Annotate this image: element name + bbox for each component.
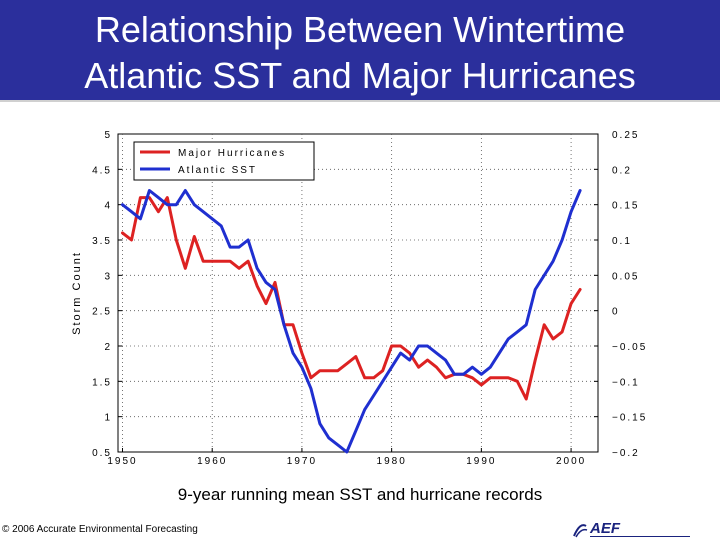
logo-swoosh-icon — [573, 524, 588, 538]
y2-tick-label: 0.25 — [612, 130, 639, 141]
legend-label: Major Hurricanes — [178, 148, 286, 159]
y2-tick-label: 0.2 — [612, 165, 632, 176]
y-tick-label: 4 — [104, 201, 112, 212]
y2-tick-label: 0.1 — [612, 236, 632, 247]
copyright-footer: © 2006 Accurate Environmental Forecastin… — [2, 524, 198, 535]
y-tick-label: 5 — [104, 130, 112, 141]
aef-logo: AEF — [572, 520, 692, 540]
y-tick-label: 3.5 — [92, 236, 112, 247]
x-tick-label: 1970 — [287, 456, 317, 467]
chart-caption: 9-year running mean SST and hurricane re… — [177, 485, 543, 504]
y2-tick-label: 0.15 — [612, 201, 639, 212]
series-line-atlantic-sst — [121, 189, 582, 454]
title-banner: Relationship Between Wintertime Atlantic… — [0, 0, 720, 102]
logo-underline — [590, 536, 690, 537]
y2-tick-label: −0.1 — [612, 377, 640, 388]
y-tick-label: 0.5 — [92, 448, 112, 459]
slide-title-line1: Relationship Between Wintertime — [94, 9, 626, 50]
y2-tick-label: −0.15 — [612, 413, 647, 424]
y2-tick-label: 0 — [612, 307, 620, 318]
y-tick-label: 1 — [104, 413, 112, 424]
y-tick-label: 3 — [104, 271, 112, 282]
y-tick-label: 2.5 — [92, 307, 112, 318]
y-tick-label: 4.5 — [92, 165, 112, 176]
y2-tick-label: 0.05 — [612, 271, 639, 282]
y2-tick-label: −0.05 — [612, 342, 647, 353]
series-line-major-hurricanes — [121, 196, 582, 401]
y-axis-label: Storm Count — [71, 251, 83, 335]
legend-box — [133, 141, 315, 181]
x-tick-label: 1980 — [377, 456, 407, 467]
x-tick-label: 1990 — [466, 456, 496, 467]
y-tick-label: 2 — [104, 342, 112, 353]
y2-tick-label: −0.2 — [612, 448, 640, 459]
x-tick-label: 1960 — [197, 456, 227, 467]
logo-text: AEF — [590, 520, 620, 537]
x-tick-label: 2000 — [556, 456, 586, 467]
y-tick-label: 1.5 — [92, 377, 112, 388]
x-tick-label: 1950 — [107, 456, 137, 467]
plot-frame — [117, 133, 599, 453]
legend-label: Atlantic SST — [178, 165, 257, 176]
slide-title-line2: Atlantic SST and Major Hurricanes — [84, 55, 636, 96]
